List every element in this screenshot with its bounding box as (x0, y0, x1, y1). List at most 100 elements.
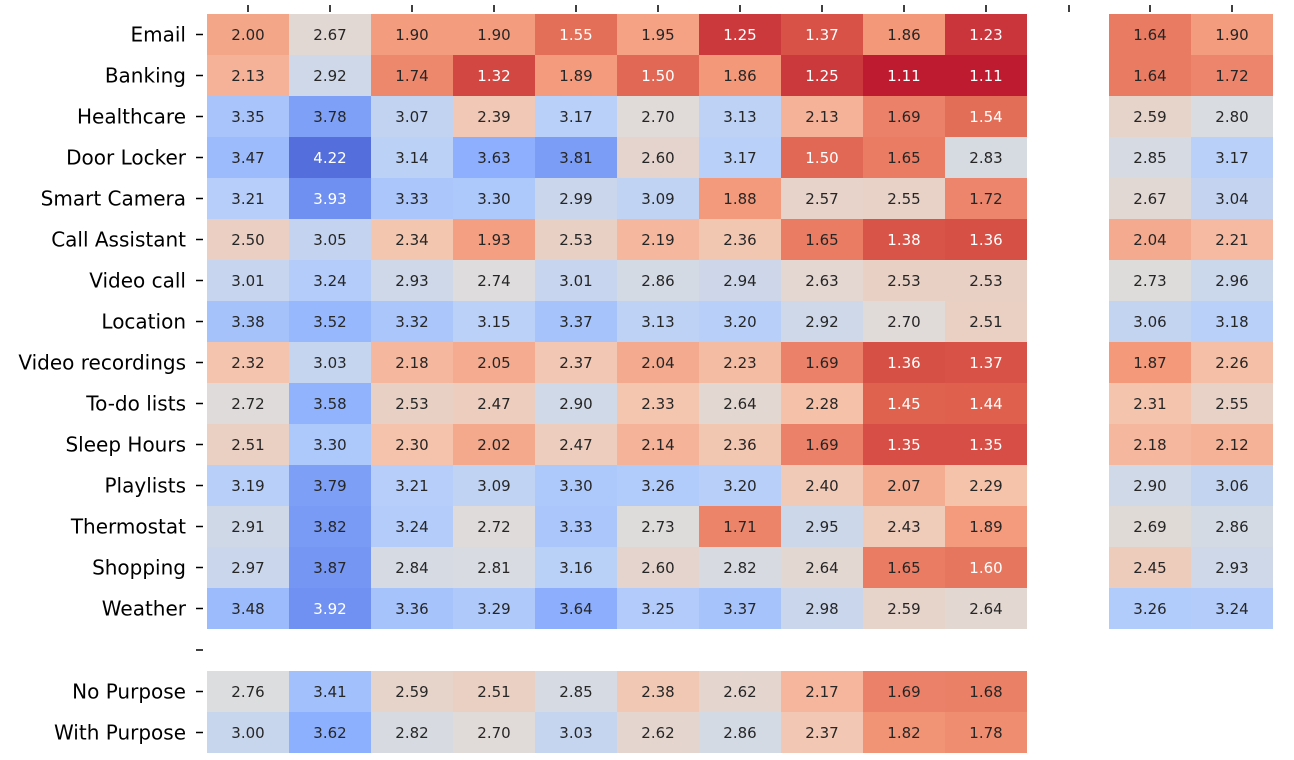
main-cell-14-4-label: 3.64 (559, 600, 592, 618)
main-cell-2-2-rect (371, 96, 453, 137)
main-cell-10-2-label: 2.30 (395, 436, 428, 454)
main-cell-0-5-label: 1.95 (641, 26, 674, 44)
main-cell-11-5-label: 3.26 (641, 477, 674, 495)
main-cell-10-9-rect (945, 424, 1027, 465)
main-cell-4-4-rect (535, 178, 617, 219)
side-cell-5-1-label: 2.21 (1215, 231, 1248, 249)
main-cell-14-4-rect (535, 588, 617, 629)
main-cell-9-4-label: 2.90 (559, 395, 592, 413)
main-cell-6-9-rect (945, 260, 1027, 301)
main-cell-1-3-label: 1.32 (477, 67, 510, 85)
summary-cell-1-7-rect (781, 712, 863, 753)
summary-row-label-0: No Purpose (72, 680, 186, 704)
main-cell-1-1-rect (289, 55, 371, 96)
main-cell-5-5-label: 2.19 (641, 231, 674, 249)
summary-cell-1-7-label: 2.37 (805, 724, 838, 742)
main-cell-3-3-label: 3.63 (477, 149, 510, 167)
main-cell-3-4-label: 3.81 (559, 149, 592, 167)
side-cell-4-1-rect (1191, 178, 1273, 219)
main-cell-1-3-rect (453, 55, 535, 96)
summary-cell-0-1-rect (289, 671, 371, 712)
summary-cell-0-7-label: 2.17 (805, 683, 838, 701)
main-cell-6-0-label: 3.01 (231, 272, 264, 290)
main-cell-1-9-rect (945, 55, 1027, 96)
main-cell-4-6-label: 1.88 (723, 190, 756, 208)
main-cell-3-3-rect (453, 137, 535, 178)
side-cell-1-0-label: 1.64 (1133, 67, 1166, 85)
main-cell-5-7-label: 1.65 (805, 231, 838, 249)
main-cell-11-9-rect (945, 465, 1027, 506)
side-cell-9-0-rect (1109, 383, 1191, 424)
summary-cell-0-4-label: 2.85 (559, 683, 592, 701)
summary-cell-0-7-rect (781, 671, 863, 712)
main-cell-5-9-label: 1.36 (969, 231, 1002, 249)
main-cell-7-3-rect (453, 301, 535, 342)
main-cell-0-4-label: 1.55 (559, 26, 592, 44)
main-cell-2-0-rect (207, 96, 289, 137)
main-cell-4-3-rect (453, 178, 535, 219)
main-cell-8-8-label: 1.36 (887, 354, 920, 372)
main-cell-12-4-rect (535, 506, 617, 547)
main-cell-2-7-rect (781, 96, 863, 137)
main-cell-10-9-label: 1.35 (969, 436, 1002, 454)
main-cell-14-6-rect (699, 588, 781, 629)
main-cell-12-1-label: 3.82 (313, 518, 346, 536)
side-cell-3-0-rect (1109, 137, 1191, 178)
main-cell-8-5-label: 2.04 (641, 354, 674, 372)
main-cell-3-8-label: 1.65 (887, 149, 920, 167)
summary-cell-1-2-rect (371, 712, 453, 753)
main-cell-11-9-label: 2.29 (969, 477, 1002, 495)
main-cell-13-6-rect (699, 547, 781, 588)
main-cell-4-0-rect (207, 178, 289, 219)
main-cell-0-8-rect (863, 14, 945, 55)
main-cell-6-0-rect (207, 260, 289, 301)
summary-cell-0-6-label: 2.62 (723, 683, 756, 701)
main-cell-14-8-label: 2.59 (887, 600, 920, 618)
row-label-5: Call Assistant (51, 228, 186, 252)
side-cell-3-1-rect (1191, 137, 1273, 178)
side-cell-12-0-label: 2.69 (1133, 518, 1166, 536)
main-cell-9-9-label: 1.44 (969, 395, 1002, 413)
main-cell-7-2-rect (371, 301, 453, 342)
main-cell-8-1-label: 3.03 (313, 354, 346, 372)
main-cell-9-7-label: 2.28 (805, 395, 838, 413)
main-cell-11-1-rect (289, 465, 371, 506)
main-cell-0-6-rect (699, 14, 781, 55)
main-cell-5-7-rect (781, 219, 863, 260)
main-cell-12-7-rect (781, 506, 863, 547)
main-cell-1-7-rect (781, 55, 863, 96)
row-label-3: Door Locker (66, 146, 187, 170)
main-cell-5-6-label: 2.36 (723, 231, 756, 249)
summary-cell-1-8-label: 1.82 (887, 724, 920, 742)
main-cell-5-3-label: 1.93 (477, 231, 510, 249)
side-cell-10-0-label: 2.18 (1133, 436, 1166, 454)
summary-cell-0-1-label: 3.41 (313, 683, 346, 701)
summary-cell-1-6-rect (699, 712, 781, 753)
main-cell-3-6-rect (699, 137, 781, 178)
main-cell-3-0-rect (207, 137, 289, 178)
main-cell-9-2-rect (371, 383, 453, 424)
main-cell-4-0-label: 3.21 (231, 190, 264, 208)
main-cell-14-5-label: 3.25 (641, 600, 674, 618)
main-cell-11-1-label: 3.79 (313, 477, 346, 495)
main-cell-4-7-rect (781, 178, 863, 219)
side-cell-2-1-rect (1191, 96, 1273, 137)
summary-cell-1-1-label: 3.62 (313, 724, 346, 742)
main-cell-13-6-label: 2.82 (723, 559, 756, 577)
main-cell-13-4-label: 3.16 (559, 559, 592, 577)
main-cell-10-0-label: 2.51 (231, 436, 264, 454)
side-cell-0-1-rect (1191, 14, 1273, 55)
summary-cell-1-5-rect (617, 712, 699, 753)
side-cell-1-1-rect (1191, 55, 1273, 96)
main-cell-1-9-label: 1.11 (969, 67, 1002, 85)
main-cell-0-2-label: 1.90 (395, 26, 428, 44)
main-cell-3-6-label: 3.17 (723, 149, 756, 167)
main-cell-12-3-rect (453, 506, 535, 547)
main-cell-2-1-rect (289, 96, 371, 137)
main-cell-10-1-rect (289, 424, 371, 465)
side-cell-13-0-label: 2.45 (1133, 559, 1166, 577)
summary-cell-0-3-label: 2.51 (477, 683, 510, 701)
main-cell-14-6-label: 3.37 (723, 600, 756, 618)
main-cell-8-2-label: 2.18 (395, 354, 428, 372)
